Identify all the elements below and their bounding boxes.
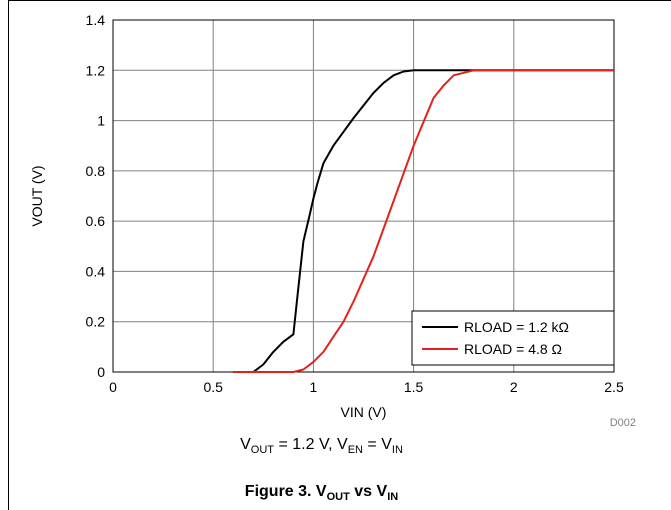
condition-ven-sub: EN xyxy=(347,444,363,457)
series-line-2 xyxy=(233,69,614,373)
caption-vout-sub: OUT xyxy=(326,491,350,504)
y-tick-label: 1.2 xyxy=(86,62,106,78)
condition-equals: = xyxy=(362,436,382,453)
series-layer xyxy=(233,69,614,373)
x-tick-label: 0 xyxy=(109,379,117,395)
x-tick-label: 1.5 xyxy=(404,379,424,395)
x-axis-label: VIN (V) xyxy=(341,404,387,420)
plot-area xyxy=(112,19,615,373)
y-axis-ticks: 0 0.2 0.4 0.6 0.8 1 1.2 1.4 xyxy=(86,12,106,380)
test-condition: VOUT = 1.2 V, VEN = VIN xyxy=(0,436,657,456)
y-axis-label: VOUT (V) xyxy=(29,165,45,226)
legend-label-2: RLOAD = 4.8 Ω xyxy=(464,341,562,357)
legend-box xyxy=(411,310,615,366)
condition-vout-sub: OUT xyxy=(250,444,275,457)
y-tick-label: 0 xyxy=(97,364,105,380)
y-tick-label: 1 xyxy=(97,113,105,129)
y-tick-label: 0.8 xyxy=(86,163,106,179)
figure-id-label: D002 xyxy=(610,417,636,429)
condition-vout: V xyxy=(240,436,251,453)
x-tick-label: 1 xyxy=(310,379,318,395)
caption-vout: V xyxy=(315,483,327,500)
vout-vs-vin-chart: 0 0.5 1 1.5 2 2.5 0 0.2 0.4 0.6 0.8 1 1.2 1.4 VIN (V… xyxy=(29,12,636,429)
caption-vin: V xyxy=(376,483,388,500)
x-tick-label: 2.5 xyxy=(604,379,624,395)
condition-vin: V xyxy=(381,436,392,453)
legend-label-1: RLOAD = 1.2 kΩ xyxy=(464,319,569,335)
y-tick-label: 0.4 xyxy=(86,263,106,279)
caption-prefix: Figure 3. xyxy=(244,483,316,500)
legend: RLOAD = 1.2 kΩ RLOAD = 4.8 Ω xyxy=(411,310,615,366)
page-frame-top xyxy=(8,0,671,1)
series-line-1 xyxy=(233,69,614,373)
condition-vout-value: = 1.2 V, xyxy=(274,436,338,453)
figure-caption: Figure 3. VOUT vs VIN xyxy=(0,483,657,503)
x-tick-label: 2 xyxy=(510,379,518,395)
page-frame-left xyxy=(8,0,9,510)
x-axis-ticks: 0 0.5 1 1.5 2 2.5 xyxy=(109,379,624,395)
condition-vin-sub: IN xyxy=(391,444,403,457)
caption-vs: vs xyxy=(349,483,377,500)
x-tick-label: 0.5 xyxy=(203,379,223,395)
y-tick-label: 1.4 xyxy=(86,12,106,28)
condition-ven: V xyxy=(337,436,348,453)
y-tick-label: 0.6 xyxy=(86,213,106,229)
caption-vin-sub: IN xyxy=(387,491,399,504)
y-tick-label: 0.2 xyxy=(86,314,106,330)
